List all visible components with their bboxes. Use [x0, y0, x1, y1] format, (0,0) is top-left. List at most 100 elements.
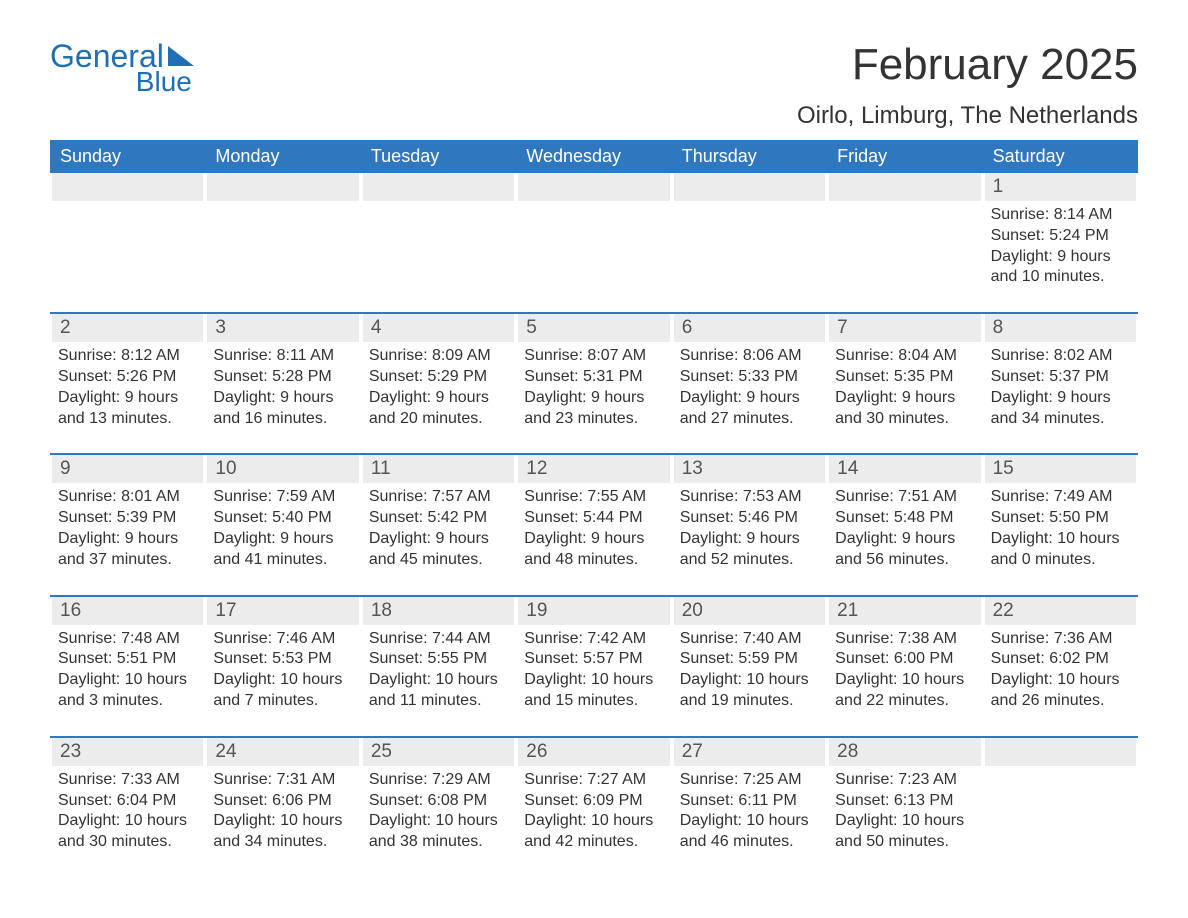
sunrise-line: Sunrise: 8:11 AM [213, 346, 352, 367]
day-body: Sunrise: 8:07 AMSunset: 5:31 PMDaylight:… [518, 342, 669, 429]
daylight-line: Daylight: 10 hours and 34 minutes. [213, 811, 352, 853]
day-number: 5 [518, 314, 669, 342]
sunrise-line: Sunrise: 7:51 AM [835, 487, 974, 508]
calendar-day: 7 Sunrise: 8:04 AMSunset: 5:35 PMDaylight… [827, 314, 982, 439]
sunset-line: Sunset: 5:44 PM [524, 508, 663, 529]
day-number: 15 [985, 455, 1136, 483]
calendar-day: 4Sunrise: 8:09 AMSunset: 5:29 PMDaylight… [361, 314, 516, 439]
daylight-line: Daylight: 10 hours and 22 minutes. [835, 670, 974, 712]
day-body: Sunrise: 7:55 AMSunset: 5:44 PMDaylight:… [518, 483, 669, 570]
sunrise-line: Sunrise: 7:59 AM [213, 487, 352, 508]
calendar-day: 18Sunrise: 7:44 AMSunset: 5:55 PMDayligh… [361, 597, 516, 722]
day-body: Sunrise: 7:49 AMSunset: 5:50 PMDaylight:… [985, 483, 1136, 570]
sunset-line: Sunset: 5:59 PM [680, 649, 819, 670]
daylight-line: Daylight: 9 hours and 27 minutes. [680, 388, 819, 430]
weekday-header-row: SundayMondayTuesdayWednesdayThursdayFrid… [50, 140, 1138, 173]
sunrise-line: Sunrise: 8:04 AM [835, 346, 974, 367]
day-number: 7 [829, 314, 980, 342]
day-body: Sunrise: 8:01 AMSunset: 5:39 PMDaylight:… [52, 483, 203, 570]
sunset-line: Sunset: 5:50 PM [991, 508, 1130, 529]
day-number: 23 [52, 738, 203, 766]
calendar-day: 6Sunrise: 8:06 AMSunset: 5:33 PMDaylight… [672, 314, 827, 439]
day-number: 12 [518, 455, 669, 483]
sunset-line: Sunset: 6:08 PM [369, 791, 508, 812]
daylight-line: Daylight: 10 hours and 0 minutes. [991, 529, 1130, 571]
day-number: 24 [207, 738, 358, 766]
header: General Blue February 2025 Oirlo, Limbur… [50, 40, 1138, 130]
calendar-week: 1Sunrise: 8:14 AMSunset: 5:24 PMDaylight… [50, 173, 1138, 298]
day-body: Sunrise: 8:09 AMSunset: 5:29 PMDaylight:… [363, 342, 514, 429]
day-body: Sunrise: 7:44 AMSunset: 5:55 PMDaylight:… [363, 625, 514, 712]
calendar-day: 2Sunrise: 8:12 AMSunset: 5:26 PMDaylight… [50, 314, 205, 439]
calendar-day: 24Sunrise: 7:31 AMSunset: 6:06 PMDayligh… [205, 738, 360, 863]
sunset-line: Sunset: 5:28 PM [213, 367, 352, 388]
day-body [674, 201, 825, 281]
calendar-week: 16Sunrise: 7:48 AMSunset: 5:51 PMDayligh… [50, 595, 1138, 722]
calendar-day: 3Sunrise: 8:11 AMSunset: 5:28 PMDaylight… [205, 314, 360, 439]
daylight-line: Daylight: 10 hours and 46 minutes. [680, 811, 819, 853]
calendar-day: 22Sunrise: 7:36 AMSunset: 6:02 PMDayligh… [983, 597, 1138, 722]
day-number [518, 173, 669, 201]
daylight-line: Daylight: 10 hours and 30 minutes. [58, 811, 197, 853]
daylight-line: Daylight: 9 hours and 10 minutes. [991, 247, 1130, 289]
day-body: Sunrise: 7:57 AMSunset: 5:42 PMDaylight:… [363, 483, 514, 570]
daylight-line: Daylight: 10 hours and 50 minutes. [835, 811, 974, 853]
sunrise-line: Sunrise: 7:23 AM [835, 770, 974, 791]
weekday-header: Friday [827, 140, 982, 173]
weekday-header: Sunday [50, 140, 205, 173]
sunrise-line: Sunrise: 7:57 AM [369, 487, 508, 508]
day-number: 25 [363, 738, 514, 766]
calendar-day: 26Sunrise: 7:27 AMSunset: 6:09 PMDayligh… [516, 738, 671, 863]
logo-sail-icon [168, 46, 194, 66]
daylight-line: Daylight: 9 hours and 37 minutes. [58, 529, 197, 571]
daylight-line: Daylight: 9 hours and 48 minutes. [524, 529, 663, 571]
sunrise-line: Sunrise: 8:07 AM [524, 346, 663, 367]
sunset-line: Sunset: 5:51 PM [58, 649, 197, 670]
sunset-line: Sunset: 6:13 PM [835, 791, 974, 812]
daylight-line: Daylight: 9 hours and 45 minutes. [369, 529, 508, 571]
sunset-line: Sunset: 6:00 PM [835, 649, 974, 670]
day-number [207, 173, 358, 201]
calendar-day: 28Sunrise: 7:23 AMSunset: 6:13 PMDayligh… [827, 738, 982, 863]
sunset-line: Sunset: 5:35 PM [835, 367, 974, 388]
day-body: Sunrise: 7:59 AMSunset: 5:40 PMDaylight:… [207, 483, 358, 570]
day-number: 1 [985, 173, 1136, 201]
sunrise-line: Sunrise: 8:12 AM [58, 346, 197, 367]
day-number: 2 [52, 314, 203, 342]
sunset-line: Sunset: 6:02 PM [991, 649, 1130, 670]
month-title: February 2025 [797, 40, 1138, 90]
daylight-line: Daylight: 9 hours and 23 minutes. [524, 388, 663, 430]
sunrise-line: Sunrise: 7:40 AM [680, 629, 819, 650]
daylight-line: Daylight: 9 hours and 20 minutes. [369, 388, 508, 430]
calendar-week: 23Sunrise: 7:33 AMSunset: 6:04 PMDayligh… [50, 736, 1138, 863]
sunrise-line: Sunrise: 7:53 AM [680, 487, 819, 508]
sunrise-line: Sunrise: 8:09 AM [369, 346, 508, 367]
day-body: Sunrise: 8:06 AMSunset: 5:33 PMDaylight:… [674, 342, 825, 429]
day-number: 17 [207, 597, 358, 625]
day-number: 3 [207, 314, 358, 342]
calendar-day [361, 173, 516, 298]
sunset-line: Sunset: 5:53 PM [213, 649, 352, 670]
sunrise-line: Sunrise: 7:42 AM [524, 629, 663, 650]
calendar-week: 9Sunrise: 8:01 AMSunset: 5:39 PMDaylight… [50, 453, 1138, 580]
weekday-header: Thursday [672, 140, 827, 173]
calendar: SundayMondayTuesdayWednesdayThursdayFrid… [50, 140, 1138, 863]
sunset-line: Sunset: 6:04 PM [58, 791, 197, 812]
day-number: 14 [829, 455, 980, 483]
daylight-line: Daylight: 9 hours and 30 minutes. [835, 388, 974, 430]
daylight-line: Daylight: 10 hours and 19 minutes. [680, 670, 819, 712]
calendar-day: 23Sunrise: 7:33 AMSunset: 6:04 PMDayligh… [50, 738, 205, 863]
calendar-day: 16Sunrise: 7:48 AMSunset: 5:51 PMDayligh… [50, 597, 205, 722]
sunset-line: Sunset: 5:39 PM [58, 508, 197, 529]
day-body: Sunrise: 8:02 AMSunset: 5:37 PMDaylight:… [985, 342, 1136, 429]
calendar-day: 13Sunrise: 7:53 AMSunset: 5:46 PMDayligh… [672, 455, 827, 580]
day-body: Sunrise: 7:48 AMSunset: 5:51 PMDaylight:… [52, 625, 203, 712]
sunset-line: Sunset: 5:31 PM [524, 367, 663, 388]
calendar-day [205, 173, 360, 298]
day-body: Sunrise: 7:42 AMSunset: 5:57 PMDaylight:… [518, 625, 669, 712]
sunset-line: Sunset: 6:06 PM [213, 791, 352, 812]
logo-word2: Blue [50, 68, 194, 96]
day-body: Sunrise: 7:29 AMSunset: 6:08 PMDaylight:… [363, 766, 514, 853]
daylight-line: Daylight: 9 hours and 56 minutes. [835, 529, 974, 571]
daylight-line: Daylight: 9 hours and 13 minutes. [58, 388, 197, 430]
